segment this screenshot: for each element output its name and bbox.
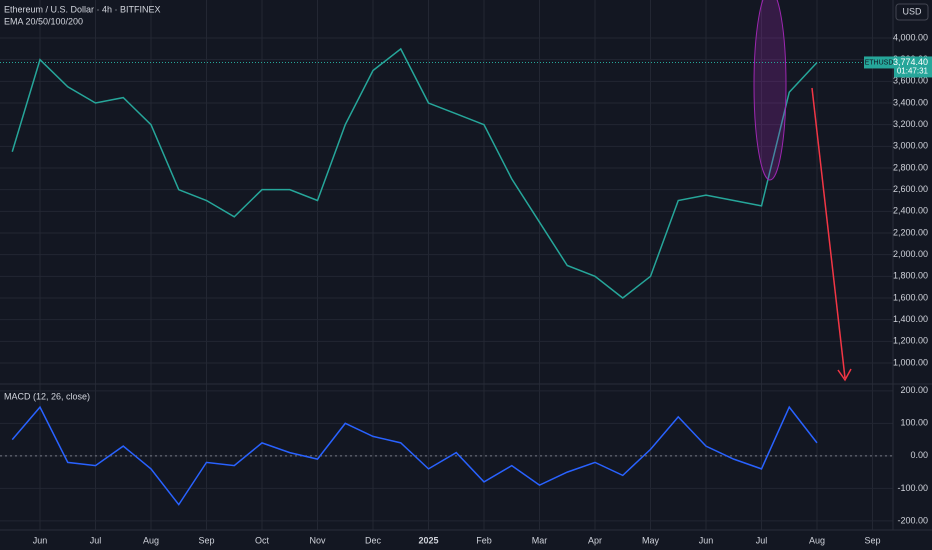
x-tick-label: Jun xyxy=(699,535,714,545)
y-tick-label: 2,600.00 xyxy=(893,184,928,194)
x-tick-label: Apr xyxy=(588,535,602,545)
price-tag-countdown: 01:47:31 xyxy=(897,67,929,76)
y-tick-label: 1,400.00 xyxy=(893,314,928,324)
y-tick-label: 2,000.00 xyxy=(893,249,928,259)
arrow xyxy=(811,87,846,379)
x-tick-label: Aug xyxy=(143,535,159,545)
y-tick-label: -200.00 xyxy=(897,515,928,525)
series-line xyxy=(11,47,818,299)
y-tick-label: 4,000.00 xyxy=(893,32,928,42)
y-tick-label: 2,400.00 xyxy=(893,206,928,216)
price-tag-value: 3,774.40 xyxy=(893,57,928,67)
x-tick-label: Nov xyxy=(309,535,326,545)
y-tick-label: 0.00 xyxy=(910,450,928,460)
y-tick-label: 1,800.00 xyxy=(893,271,928,281)
chart-title: Ethereum / U.S. Dollar · 4h · BITFINEX xyxy=(4,4,161,14)
y-tick-label: 3,400.00 xyxy=(893,97,928,107)
macd-title: MACD (12, 26, close) xyxy=(4,391,90,401)
y-tick-label: 1,200.00 xyxy=(893,336,928,346)
price-tag-name-box xyxy=(864,56,894,69)
x-tick-label: Sep xyxy=(198,535,214,545)
x-tick-label: May xyxy=(642,535,660,545)
price-tag-name: ETHUSD xyxy=(865,59,894,66)
x-tick-label: Sep xyxy=(864,535,880,545)
y-tick-label: 100.00 xyxy=(900,418,928,428)
y-tick-label: 3,000.00 xyxy=(893,141,928,151)
x-tick-label: Feb xyxy=(476,535,492,545)
chart-subtitle: EMA 20/50/100/200 xyxy=(4,16,83,26)
price-tag-box xyxy=(894,56,932,78)
y-tick-label: 3,600.00 xyxy=(893,76,928,86)
series-line xyxy=(11,405,818,506)
x-tick-label: Jul xyxy=(90,535,102,545)
x-tick-label: Jun xyxy=(33,535,48,545)
highlight-ellipse xyxy=(753,0,787,181)
currency[interactable]: USD xyxy=(902,6,922,16)
plot-layer xyxy=(0,0,893,530)
x-tick-label: Dec xyxy=(365,535,382,545)
y-tick-label: 2,800.00 xyxy=(893,162,928,172)
y-tick-label: -100.00 xyxy=(897,483,928,493)
y-tick-label: 3,200.00 xyxy=(893,119,928,129)
x-tick-label: Oct xyxy=(255,535,270,545)
x-tick-label: 2025 xyxy=(418,535,438,545)
y-tick-label: 2,200.00 xyxy=(893,227,928,237)
y-tick-label: 200.00 xyxy=(900,385,928,395)
y-tick-label: 1,600.00 xyxy=(893,292,928,302)
x-tick-label: Jul xyxy=(756,535,768,545)
currency-button[interactable] xyxy=(895,3,929,21)
y-tick-label: 1,000.00 xyxy=(893,357,928,367)
x-tick-label: Mar xyxy=(532,535,548,545)
x-tick-label: Aug xyxy=(809,535,825,545)
arrow-head xyxy=(837,368,852,382)
